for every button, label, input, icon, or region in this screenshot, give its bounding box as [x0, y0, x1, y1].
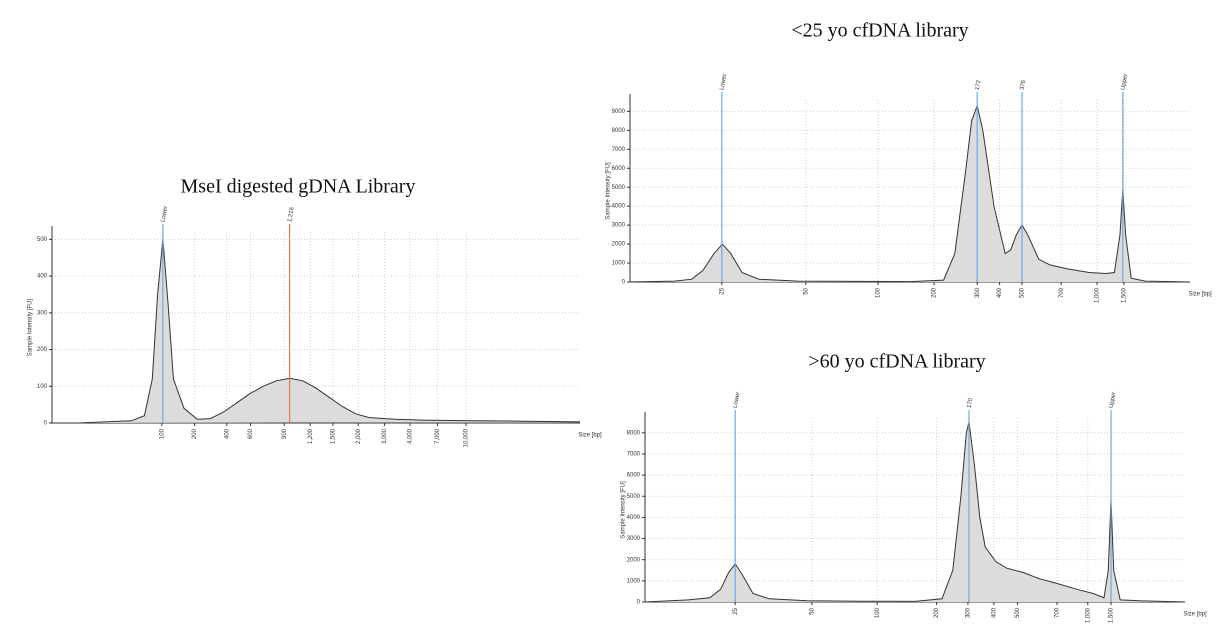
y-tick-label: 3000 [612, 223, 626, 229]
x-tick-label: 4,000 [408, 428, 414, 444]
marker-label: 172 [975, 79, 983, 91]
marker-label: Lower [733, 391, 742, 408]
y-tick-label: 0 [44, 421, 48, 427]
x-tick-label: 1,200 [308, 428, 314, 444]
y-tick-label: 0 [637, 600, 641, 606]
marker-label: 170 [967, 397, 975, 409]
y-axis-label: Sample Intensity [FU] [606, 162, 612, 220]
x-tick-label: 700 [1059, 287, 1065, 298]
marker-label: Upper [1109, 391, 1118, 408]
y-axis-label: Sample Intensity [FU] [28, 298, 34, 356]
x-tick-label: 400 [997, 287, 1003, 298]
trace [629, 103, 1191, 283]
x-tick-label: 100 [875, 607, 881, 618]
x-tick-label: 50 [809, 607, 815, 614]
x-tick-label: 1,500 [1121, 287, 1127, 303]
y-tick-label: 2000 [612, 242, 626, 248]
x-tick-label: 900 [282, 428, 288, 439]
y-tick-label: 1000 [627, 578, 641, 584]
x-axis-label: Size [bp] [1188, 292, 1212, 298]
x-tick-label: 400 [224, 428, 230, 439]
marker-label: Lower [160, 205, 169, 222]
x-tick-label: 300 [975, 287, 981, 298]
y-tick-label: 400 [37, 274, 48, 280]
y-tick-label: 5000 [627, 494, 641, 500]
x-tick-label: 2,000 [356, 428, 362, 444]
y-tick-label: 9000 [612, 109, 626, 115]
x-tick-label: 400 [991, 607, 997, 618]
y-tick-label: 4000 [627, 515, 641, 521]
x-tick-label: 25 [733, 607, 739, 614]
marker-label: Upper [1120, 73, 1129, 90]
marker-label: 1,216 [287, 206, 296, 222]
y-tick-label: 5000 [612, 185, 626, 191]
y-tick-label: 8000 [612, 128, 626, 134]
x-tick-label: 100 [876, 287, 882, 298]
marker-label: 376 [1020, 79, 1028, 91]
marker-label: Lower [719, 73, 728, 90]
y-tick-label: 7000 [612, 147, 626, 153]
x-tick-label: 500 [1020, 287, 1026, 298]
x-tick-label: 10,000 [464, 428, 470, 447]
y-tick-label: 3000 [627, 536, 641, 542]
x-tick-label: 25 [719, 287, 725, 294]
trace [52, 239, 581, 424]
x-tick-label: 600 [248, 428, 254, 439]
x-tick-label: 1,000 [1085, 607, 1091, 623]
x-axis-label: Size [bp] [1183, 612, 1207, 618]
x-tick-label: 3,000 [382, 428, 388, 444]
y-tick-label: 300 [37, 310, 48, 316]
x-tick-label: 100 [159, 428, 165, 439]
y-tick-label: 0 [622, 280, 626, 286]
x-tick-label: 200 [932, 287, 938, 298]
y-tick-label: 200 [37, 347, 48, 353]
y-tick-label: 2000 [627, 557, 641, 563]
y-tick-label: 7000 [627, 452, 641, 458]
y-tick-label: 8000 [627, 430, 641, 436]
y-tick-label: 4000 [612, 204, 626, 210]
chart-title: <25 yo cfDNA library [791, 20, 968, 42]
y-tick-label: 500 [37, 237, 48, 243]
trace [644, 422, 1186, 603]
x-tick-label: 700 [1055, 607, 1061, 618]
chart-title: MseI digested gDNA Library [181, 176, 416, 198]
y-tick-label: 100 [37, 384, 48, 390]
x-tick-label: 300 [965, 607, 971, 618]
x-tick-label: 200 [192, 428, 198, 439]
y-tick-label: 1000 [612, 261, 626, 267]
chart-title: >60 yo cfDNA library [808, 351, 985, 373]
x-tick-label: 7,000 [435, 428, 441, 444]
x-tick-label: 50 [803, 287, 809, 294]
x-tick-label: 1,500 [1109, 607, 1115, 623]
y-tick-label: 6000 [627, 473, 641, 479]
x-tick-label: 1,500 [330, 428, 336, 444]
x-tick-label: 200 [934, 607, 940, 618]
y-tick-label: 6000 [612, 166, 626, 172]
x-tick-label: 1,000 [1095, 287, 1101, 303]
x-axis-label: Size [bp] [578, 433, 602, 439]
y-axis-label: Sample Intensity [FU] [621, 481, 627, 539]
x-tick-label: 500 [1015, 607, 1021, 618]
